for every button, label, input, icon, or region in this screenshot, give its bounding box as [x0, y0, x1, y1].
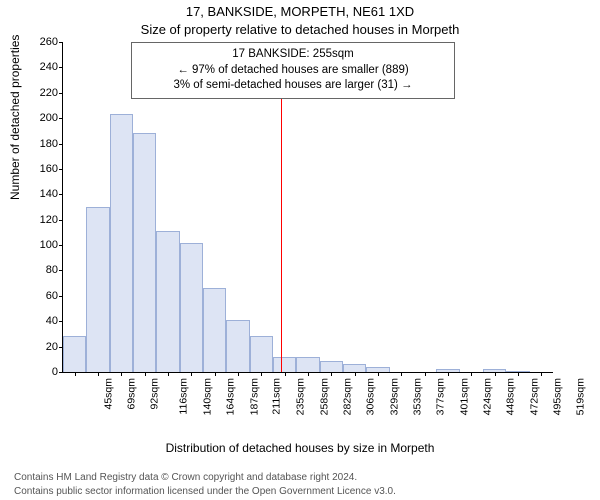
chart-container: 17, BANKSIDE, MORPETH, NE61 1XD Size of … [0, 0, 600, 500]
y-tick-mark [59, 169, 63, 170]
x-tick-mark [168, 372, 169, 376]
x-tick-mark [75, 372, 76, 376]
y-tick-mark [59, 220, 63, 221]
x-tick-label: 353sqm [411, 378, 423, 415]
y-tick-mark [59, 93, 63, 94]
y-tick-label: 160 [18, 163, 58, 175]
histogram-bar [320, 361, 343, 372]
x-tick-mark [121, 372, 122, 376]
y-tick-label: 100 [18, 239, 58, 251]
x-tick-label: 448sqm [505, 378, 517, 415]
histogram-bar [63, 336, 86, 372]
x-tick-mark [238, 372, 239, 376]
histogram-bar [250, 336, 273, 372]
y-tick-mark [59, 321, 63, 322]
histogram-bar [110, 114, 133, 372]
x-tick-mark [215, 372, 216, 376]
x-tick-mark [401, 372, 402, 376]
histogram-bar [296, 357, 319, 372]
histogram-bar [343, 364, 366, 372]
x-tick-mark [308, 372, 309, 376]
footer: Contains HM Land Registry data © Crown c… [0, 471, 600, 498]
y-tick-mark [59, 118, 63, 119]
y-tick-mark [59, 194, 63, 195]
x-tick-label: 495sqm [551, 378, 563, 415]
y-tick-mark [59, 270, 63, 271]
x-axis-label: Distribution of detached houses by size … [0, 441, 600, 455]
histogram-bar [203, 288, 226, 372]
x-tick-label: 116sqm [177, 378, 189, 415]
x-tick-mark [191, 372, 192, 376]
x-tick-label: 92sqm [149, 378, 161, 410]
y-tick-label: 0 [18, 366, 58, 378]
y-tick-label: 200 [18, 112, 58, 124]
histogram-bar [156, 231, 179, 372]
x-tick-label: 306sqm [365, 378, 377, 415]
y-tick-mark [59, 42, 63, 43]
y-tick-label: 260 [18, 36, 58, 48]
x-tick-label: 211sqm [271, 378, 283, 415]
x-tick-label: 472sqm [528, 378, 540, 415]
x-tick-mark [261, 372, 262, 376]
footer-line2: Contains public sector information licen… [14, 485, 600, 499]
histogram-bar [273, 357, 296, 372]
title-sub: Size of property relative to detached ho… [0, 22, 600, 37]
y-tick-mark [59, 67, 63, 68]
x-tick-label: 424sqm [481, 378, 493, 415]
y-tick-mark [59, 296, 63, 297]
title-main: 17, BANKSIDE, MORPETH, NE61 1XD [0, 4, 600, 19]
histogram-bar [86, 207, 109, 372]
x-tick-label: 282sqm [341, 378, 353, 415]
x-tick-mark [331, 372, 332, 376]
x-tick-mark [448, 372, 449, 376]
y-tick-mark [59, 372, 63, 373]
y-tick-label: 220 [18, 87, 58, 99]
x-tick-label: 235sqm [295, 378, 307, 415]
x-tick-mark [541, 372, 542, 376]
x-tick-mark [518, 372, 519, 376]
annotation-line2: ← 97% of detached houses are smaller (88… [138, 63, 448, 79]
x-tick-mark [98, 372, 99, 376]
x-tick-mark [425, 372, 426, 376]
y-tick-mark [59, 245, 63, 246]
x-tick-mark [471, 372, 472, 376]
x-tick-label: 187sqm [248, 378, 260, 415]
y-tick-label: 60 [18, 290, 58, 302]
x-tick-mark [495, 372, 496, 376]
annotation-line3: 3% of semi-detached houses are larger (3… [138, 78, 448, 94]
y-tick-mark [59, 144, 63, 145]
x-tick-mark [355, 372, 356, 376]
y-tick-label: 80 [18, 264, 58, 276]
y-tick-label: 180 [18, 138, 58, 150]
x-tick-label: 164sqm [225, 378, 237, 415]
chart-area: 17 BANKSIDE: 255sqm ← 97% of detached ho… [62, 42, 553, 373]
x-tick-mark [285, 372, 286, 376]
x-tick-label: 140sqm [201, 378, 213, 415]
x-tick-label: 401sqm [458, 378, 470, 415]
y-tick-label: 20 [18, 341, 58, 353]
x-tick-label: 329sqm [388, 378, 400, 415]
x-tick-mark [145, 372, 146, 376]
x-tick-label: 45sqm [102, 378, 114, 410]
histogram-bar [133, 133, 156, 372]
histogram-bar [180, 243, 203, 372]
x-tick-mark [378, 372, 379, 376]
x-tick-label: 377sqm [435, 378, 447, 415]
x-tick-label: 69sqm [126, 378, 138, 410]
footer-line1: Contains HM Land Registry data © Crown c… [14, 471, 600, 485]
y-tick-label: 140 [18, 188, 58, 200]
x-tick-label: 258sqm [318, 378, 330, 415]
histogram-bar [226, 320, 249, 372]
y-tick-label: 120 [18, 214, 58, 226]
annotation-box: 17 BANKSIDE: 255sqm ← 97% of detached ho… [131, 42, 455, 99]
x-tick-label: 519sqm [575, 378, 587, 415]
y-tick-label: 40 [18, 315, 58, 327]
y-tick-label: 240 [18, 61, 58, 73]
annotation-line1: 17 BANKSIDE: 255sqm [138, 47, 448, 63]
